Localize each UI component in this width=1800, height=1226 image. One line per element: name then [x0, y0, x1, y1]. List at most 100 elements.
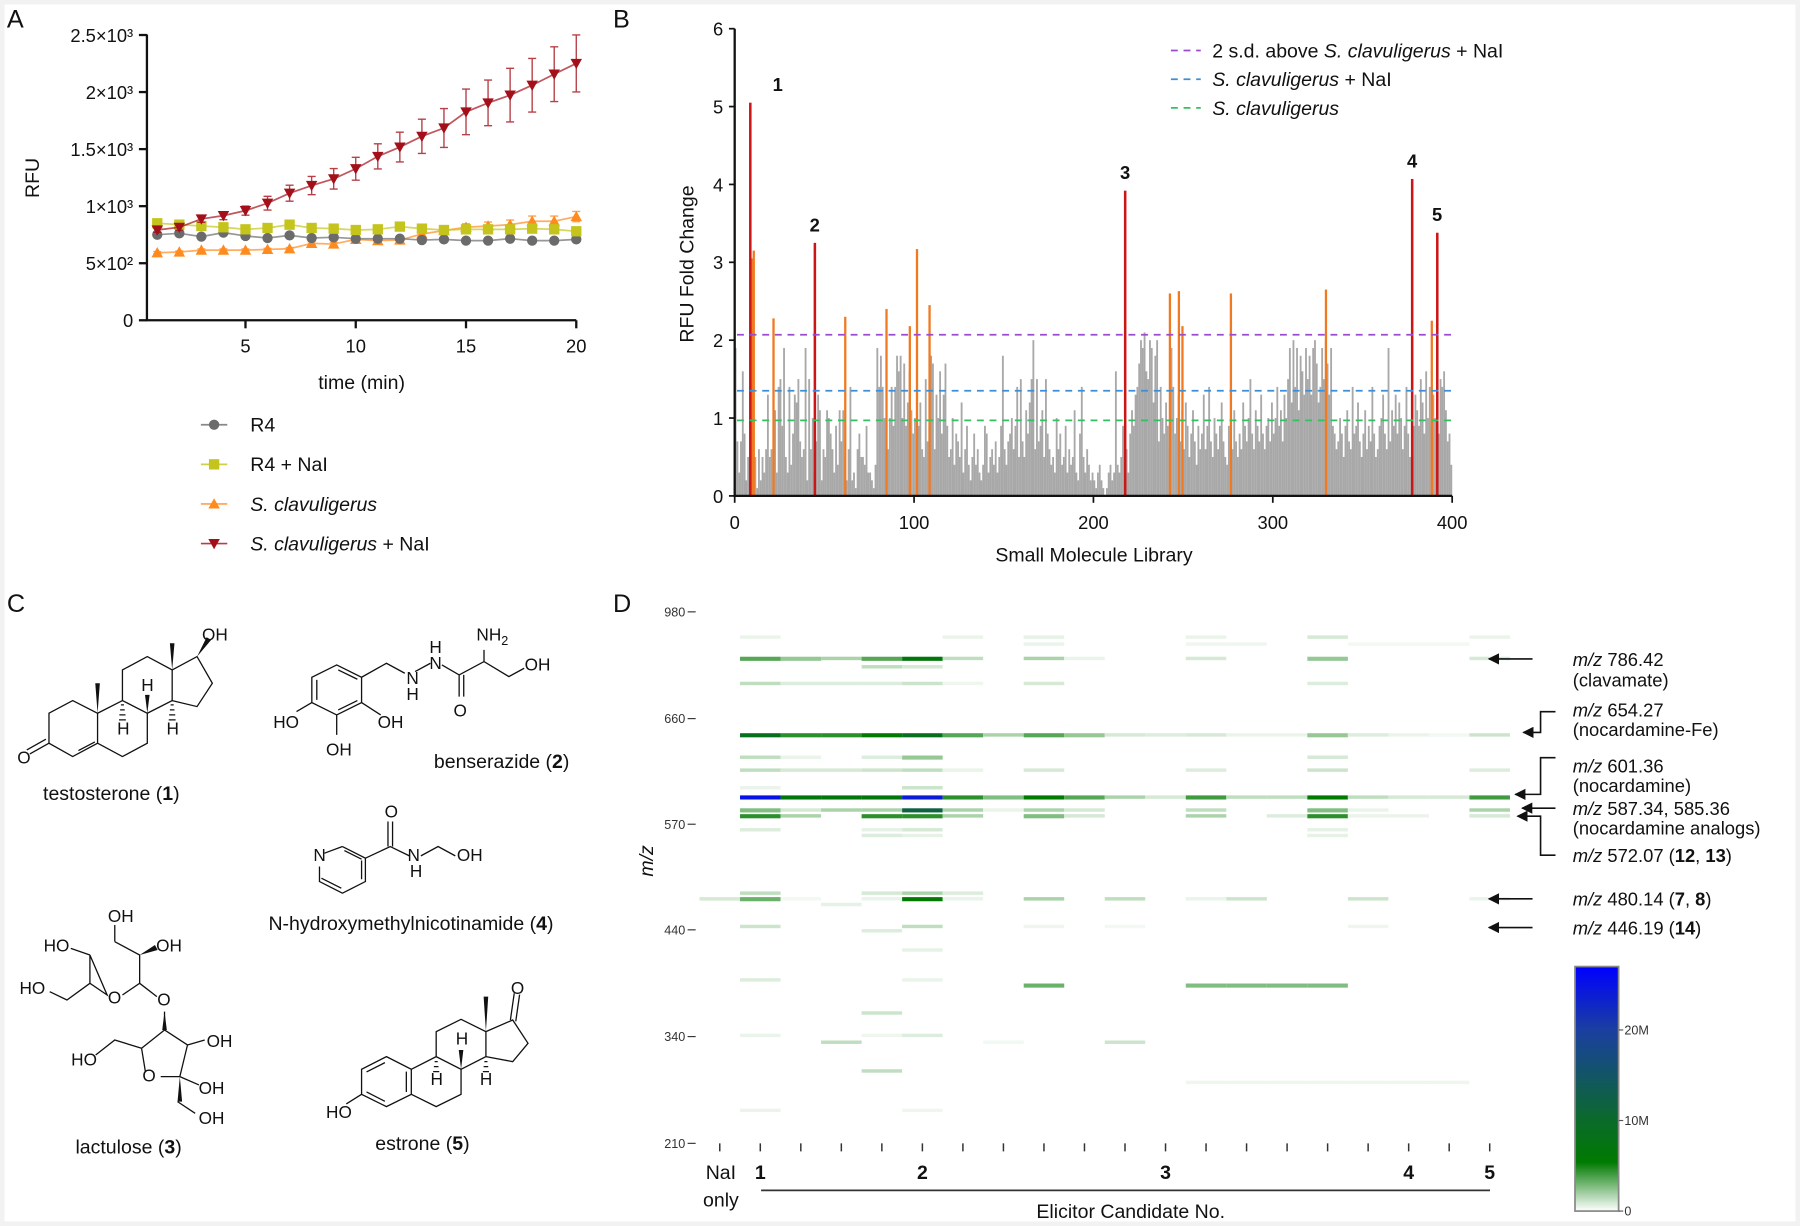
- heatmap-cell: [902, 828, 943, 832]
- heatmap-cell: [1185, 733, 1227, 737]
- heatmap-cell: [780, 681, 822, 686]
- library-bar: [903, 363, 906, 496]
- library-bar: [1367, 425, 1370, 496]
- library-bar: [984, 425, 986, 496]
- library-bar: [1140, 340, 1142, 496]
- library-bar: [765, 449, 768, 496]
- column-label: 5: [1484, 1162, 1495, 1184]
- library-bar: [1360, 456, 1363, 496]
- heatmap-cell: [1104, 795, 1146, 799]
- library-bar: [865, 425, 868, 496]
- library-bar: [1079, 433, 1081, 496]
- library-bar: [1220, 402, 1223, 496]
- library-bar: [971, 456, 974, 496]
- library-bar: [1204, 449, 1207, 496]
- panel-d-annotations: m/z 786.42 (clavamate) m/z 654.27 (nocar…: [1487, 649, 1760, 938]
- library-bar: [1364, 410, 1367, 496]
- data-point: [217, 211, 230, 222]
- library-bar: [953, 464, 956, 496]
- atom-label: OH: [457, 845, 483, 865]
- heatmap-cell: [1307, 733, 1348, 738]
- x-tick-label: 5: [240, 335, 250, 356]
- library-bar: [840, 441, 843, 496]
- library-bar: [1021, 441, 1024, 496]
- library-bar: [815, 441, 818, 496]
- heatmap-cell: [1266, 1080, 1308, 1085]
- library-bar: [1141, 347, 1144, 496]
- library-bar: [858, 433, 861, 496]
- heatmap-cell: [740, 978, 781, 982]
- library-bar: [804, 347, 807, 496]
- data-point: [328, 223, 339, 234]
- library-bar: [1310, 394, 1313, 496]
- heatmap-cell: [780, 768, 822, 772]
- hit-bar: [1410, 178, 1414, 496]
- annotation-601: m/z 601.36: [1573, 756, 1664, 777]
- legend-label-line_sclav: S. clavuligerus: [1212, 98, 1339, 120]
- heatmap-cell: [861, 1069, 903, 1073]
- heatmap-cell: [861, 665, 903, 669]
- library-bar: [756, 488, 759, 496]
- atom-label: H: [430, 1069, 442, 1089]
- library-bar: [975, 464, 977, 496]
- library-bar: [1394, 394, 1397, 496]
- annotation-654-note: (nocardamine-Fe): [1573, 719, 1719, 740]
- heatmap-cell: [942, 891, 984, 895]
- x-tick-label: 0: [730, 512, 740, 533]
- library-bar: [856, 449, 859, 496]
- library-bar: [761, 456, 764, 496]
- library-bar: [1263, 449, 1266, 496]
- library-bar: [1323, 379, 1325, 496]
- library-bar: [862, 456, 864, 496]
- library-bar: [1412, 425, 1415, 496]
- library-bar: [1278, 425, 1281, 496]
- heatmap-cell: [942, 681, 984, 686]
- library-bar: [939, 371, 942, 496]
- library-bar: [1105, 488, 1108, 496]
- atom-label: N: [429, 653, 441, 673]
- library-bar: [1321, 347, 1324, 496]
- library-bar: [845, 480, 848, 496]
- x-tick-label: 400: [1437, 512, 1468, 533]
- heatmap-cell: [1064, 814, 1105, 818]
- heatmap-cell: [942, 897, 984, 901]
- above-threshold-bar: [885, 309, 888, 496]
- heatmap-cell: [1307, 833, 1348, 838]
- heatmap-cell: [1185, 642, 1227, 646]
- library-bar: [1344, 425, 1347, 496]
- library-bar: [1068, 449, 1071, 496]
- library-bar: [944, 363, 947, 496]
- library-bar: [1039, 425, 1042, 496]
- heatmap-cell: [821, 681, 862, 686]
- nicotinamide-structure: [319, 822, 455, 894]
- library-bar: [1331, 425, 1334, 496]
- library-bar: [1305, 347, 1307, 496]
- y-tick-label: 980: [664, 605, 685, 619]
- heatmap-cell: [740, 755, 781, 759]
- library-bar: [924, 379, 927, 496]
- heatmap-cell: [1023, 924, 1065, 929]
- y-tick-label: 3: [713, 252, 723, 273]
- heatmap-cell: [1226, 795, 1267, 799]
- data-point: [218, 222, 229, 233]
- heatmap-cell: [983, 795, 1024, 800]
- library-bar: [1186, 425, 1189, 496]
- atom-label: NH2: [476, 625, 508, 649]
- annotation-601-note: (nocardamine): [1573, 775, 1691, 796]
- library-bar: [1346, 410, 1349, 496]
- atom-label: H: [406, 684, 418, 704]
- arrow-654: [1522, 710, 1556, 739]
- panel-letter-c: C: [7, 590, 25, 618]
- library-bar: [1001, 355, 1004, 496]
- heatmap-cell: [1347, 1080, 1389, 1085]
- library-bar: [874, 464, 877, 496]
- data-point: [460, 224, 472, 235]
- library-bar: [860, 456, 863, 496]
- heatmap-cell: [1185, 808, 1227, 812]
- library-bar: [1213, 418, 1216, 496]
- heatmap-cell: [902, 948, 943, 952]
- library-bar: [892, 425, 895, 496]
- colorbar-gradient: [1574, 965, 1620, 1212]
